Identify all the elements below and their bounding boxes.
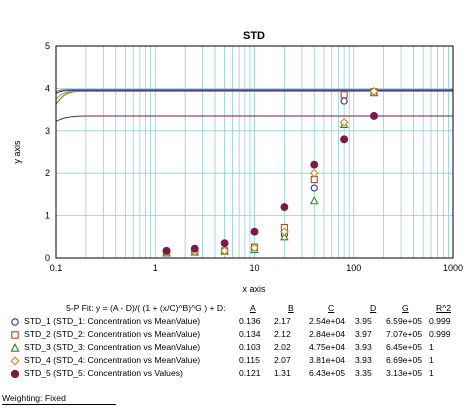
fit-value-g: 6.45e+05 (386, 342, 423, 352)
fit-value-g: 6.69e+05 (386, 355, 423, 365)
x-tick-label: 1 (153, 263, 158, 273)
data-point-std4 (309, 168, 319, 178)
fit-value-c: 2.84e+04 (309, 329, 346, 339)
fit-value-b: 1.31 (274, 368, 291, 378)
x-axis-label: x axis (242, 284, 266, 294)
fit-curve-std5 (55, 115, 453, 122)
data-point-std3 (280, 231, 289, 241)
fit-value-a: 0.134 (239, 329, 261, 339)
header-a: A (250, 303, 256, 313)
data-point-std5 (250, 227, 259, 236)
fit-value-r2: 0.999 (429, 316, 451, 326)
fit-value-r2: 1 (429, 368, 434, 378)
fit-value-d: 3.97 (355, 329, 372, 339)
legend-marker-circle-open (11, 318, 19, 326)
data-point-std5 (310, 160, 319, 169)
legend-marker-shape (10, 369, 20, 379)
chart-title: STD (243, 30, 265, 42)
fit-row-label: STD_4 (STD_4: Concentration vs MeanValue… (24, 355, 201, 365)
data-point-std5 (280, 203, 289, 212)
fit-value-c: 3.81e+04 (309, 355, 346, 365)
header-c: C (328, 303, 335, 313)
grid (56, 45, 453, 259)
fit-row-label: STD_2 (STD_2: Concentration vs MeanValue… (24, 329, 201, 339)
data-point-std5 (370, 112, 378, 120)
legend-marker-triangle-open (10, 343, 20, 352)
header-r2: R^2 (436, 303, 452, 313)
data-point-std4 (369, 86, 379, 96)
header-g: G (402, 303, 409, 313)
x-tick-label: 100 (346, 263, 361, 273)
fit-value-a: 0.103 (239, 342, 261, 352)
y-axis-label: y axis (12, 140, 22, 164)
data-point-std5 (340, 135, 349, 144)
fit-value-d: 3.93 (355, 342, 372, 352)
x-tick-label: 1000 (443, 263, 463, 273)
x-tick-labels: 0.1 1 10 100 1000 (50, 263, 463, 273)
legend-marker-shape (11, 318, 19, 326)
fit-value-g: 3.13e+05 (386, 368, 423, 378)
data-point-std1 (310, 184, 318, 192)
fit-value-g: 6.59e+05 (386, 316, 423, 326)
fit-value-a: 0.115 (239, 355, 260, 365)
fit-value-b: 2.02 (274, 342, 291, 352)
header-b: B (288, 303, 294, 313)
weighting-label: Weighting: Fixed (2, 393, 116, 405)
fit-value-c: 4.75e+04 (309, 342, 346, 352)
data-point-std1 (340, 97, 348, 105)
fit-value-c: 6.43e+05 (309, 368, 346, 378)
legend-marker-shape (10, 343, 20, 352)
fit-value-a: 0.136 (239, 316, 261, 326)
data-point-std5 (162, 246, 171, 255)
fit-value-a: 0.121 (239, 368, 261, 378)
fit-value-b: 2.17 (274, 316, 291, 326)
y-tick-label: 4 (45, 83, 50, 93)
plot-frame (55, 45, 454, 259)
data-markers (162, 86, 379, 257)
fit-value-c: 2.54e+04 (309, 316, 346, 326)
fit-value-d: 3.35 (355, 368, 372, 378)
x-tick-label: 10 (249, 263, 259, 273)
fit-value-r2: 1 (429, 342, 434, 352)
y-tick-label: 1 (45, 211, 50, 221)
fit-value-d: 3.95 (355, 316, 372, 326)
legend-marker-square-open (11, 331, 19, 339)
fit-curve-std4 (55, 90, 453, 100)
legend-marker-diamond-open (10, 356, 20, 366)
data-point-std4 (339, 117, 349, 127)
fit-formula: 5-P Fit: y = (A - D)/( (1 + (x/C)^B)^G )… (66, 303, 226, 313)
data-point-std4 (279, 227, 289, 237)
header-d: D (370, 303, 377, 313)
fit-curves (55, 89, 453, 122)
legend-marker-circle-filled (10, 369, 20, 379)
fit-value-d: 3.93 (355, 355, 372, 365)
legend-marker-shape (10, 356, 20, 366)
y-tick-label: 5 (45, 41, 50, 51)
fit-row-label: STD_5 (STD_5: Concentration vs Values) (24, 368, 183, 378)
y-tick-label: 2 (45, 168, 50, 178)
y-tick-label: 3 (45, 126, 50, 136)
fit-value-b: 2.12 (274, 329, 291, 339)
data-point-std4 (220, 246, 230, 256)
fit-curve-std1 (55, 90, 453, 94)
fit-value-b: 2.07 (274, 355, 291, 365)
chart: STD 0.1 1 10 100 1000 0 1 2 3 4 5 x axis y axis (12, 30, 463, 294)
data-point-std5 (190, 244, 199, 253)
fit-value-r2: 0.999 (429, 329, 451, 339)
x-tick-label: 0.1 (50, 263, 63, 273)
fit-value-g: 7.07e+05 (386, 329, 423, 339)
fit-curve-std2 (55, 89, 453, 93)
data-point-std4 (250, 243, 259, 253)
legend-marker-shape (11, 331, 19, 339)
fit-row-label: STD_3 (STD_3: Concentration vs MeanValue… (24, 342, 201, 352)
fit-row-label: STD_1 (STD_1: Concentration vs MeanValue… (24, 316, 201, 326)
data-point-std5 (220, 239, 229, 248)
data-point-std2 (340, 91, 348, 99)
y-tick-labels: 0 1 2 3 4 5 (45, 41, 50, 263)
y-tick-label: 0 (45, 253, 50, 263)
data-point-std3 (309, 195, 319, 205)
fit-value-r2: 1 (429, 355, 434, 365)
